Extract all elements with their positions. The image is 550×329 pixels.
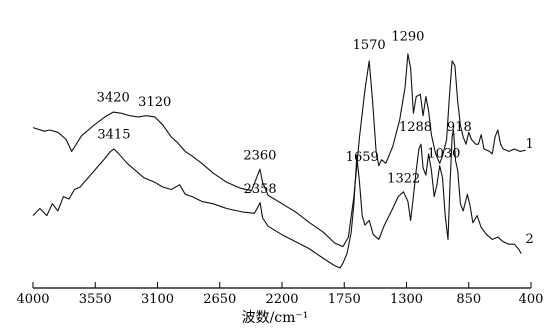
x-tick-label: 2200 xyxy=(265,292,298,307)
peak-label-2360: 2360 xyxy=(243,149,276,164)
peak-label-1288: 1288 xyxy=(399,120,432,135)
peak-label-3415: 3415 xyxy=(97,127,130,142)
x-tick-label: 1750 xyxy=(328,292,361,307)
x-tick-label: 850 xyxy=(456,292,481,307)
peak-label-2358: 2358 xyxy=(244,182,277,197)
series-tag-1: 1 xyxy=(525,137,533,152)
peak-label-918: 918 xyxy=(447,120,472,135)
x-tick-label: 4000 xyxy=(16,292,49,307)
peak-label-3120: 3120 xyxy=(138,95,171,110)
x-axis: 4000 3550 3100 2650 2200 1750 1300 850 400 xyxy=(16,282,543,307)
x-axis-label: 波数/cm⁻¹ xyxy=(242,310,309,326)
series-tag-2: 2 xyxy=(525,232,533,247)
series-line-1 xyxy=(32,53,526,248)
x-tick-label: 2650 xyxy=(203,292,236,307)
peak-label-3420: 3420 xyxy=(97,90,130,105)
x-tick-label: 1300 xyxy=(390,292,423,307)
series-layer: 12 xyxy=(32,53,534,269)
peak-label-1659: 1659 xyxy=(346,150,379,165)
series-line-2 xyxy=(32,129,522,269)
peak-label-1322: 1322 xyxy=(387,171,420,186)
peak-label-1030: 1030 xyxy=(427,146,460,161)
x-tick-label: 3100 xyxy=(141,292,174,307)
x-tick-label: 400 xyxy=(519,292,544,307)
peak-label-1570: 1570 xyxy=(353,38,386,53)
x-tick-label: 3550 xyxy=(79,292,112,307)
peak-annotations: 3420 3120 3415 2360 2358 1570 1290 1659 1322 1288… xyxy=(97,30,472,197)
peak-label-1290: 1290 xyxy=(391,30,424,45)
